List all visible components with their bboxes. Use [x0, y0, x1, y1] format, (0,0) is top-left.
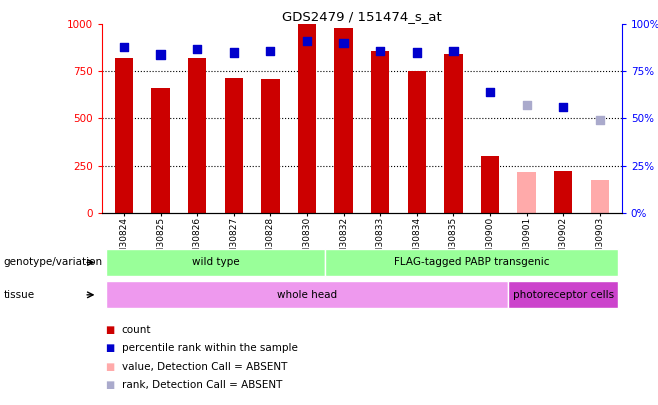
- Bar: [591, 180, 609, 213]
- Bar: [481, 156, 499, 213]
- Text: ■: ■: [105, 362, 114, 371]
- Point: [521, 102, 532, 109]
- Bar: [224, 78, 243, 213]
- Point: [375, 47, 386, 54]
- Point: [265, 47, 276, 54]
- Bar: [554, 171, 572, 213]
- Bar: [298, 24, 316, 213]
- Bar: [408, 71, 426, 213]
- Bar: [151, 88, 170, 213]
- Text: ■: ■: [105, 343, 114, 353]
- Point: [118, 44, 129, 50]
- Bar: [188, 58, 207, 213]
- Text: count: count: [122, 325, 151, 335]
- Point: [448, 47, 459, 54]
- Bar: [509, 281, 618, 308]
- Text: ■: ■: [105, 325, 114, 335]
- Point: [411, 49, 422, 56]
- Point: [192, 45, 203, 52]
- Text: percentile rank within the sample: percentile rank within the sample: [122, 343, 297, 353]
- Bar: [371, 51, 390, 213]
- Point: [338, 40, 349, 47]
- Text: value, Detection Call = ABSENT: value, Detection Call = ABSENT: [122, 362, 287, 371]
- Title: GDS2479 / 151474_s_at: GDS2479 / 151474_s_at: [282, 10, 442, 23]
- Text: rank, Detection Call = ABSENT: rank, Detection Call = ABSENT: [122, 380, 282, 390]
- Text: genotype/variation: genotype/variation: [3, 258, 103, 267]
- Bar: [114, 58, 133, 213]
- Text: ■: ■: [105, 380, 114, 390]
- Point: [595, 117, 605, 124]
- Point: [558, 104, 569, 111]
- Point: [228, 49, 239, 56]
- Bar: [325, 249, 618, 276]
- Bar: [334, 28, 353, 213]
- Point: [485, 89, 495, 95]
- Text: tissue: tissue: [3, 290, 34, 300]
- Text: FLAG-tagged PABP transgenic: FLAG-tagged PABP transgenic: [394, 257, 549, 267]
- Text: wild type: wild type: [191, 257, 240, 267]
- Bar: [517, 172, 536, 213]
- Bar: [444, 54, 463, 213]
- Point: [302, 38, 313, 45]
- Bar: [261, 79, 280, 213]
- Bar: [106, 281, 509, 308]
- Text: whole head: whole head: [277, 290, 337, 300]
- Text: photoreceptor cells: photoreceptor cells: [513, 290, 614, 300]
- Point: [155, 51, 166, 58]
- Bar: [106, 249, 325, 276]
